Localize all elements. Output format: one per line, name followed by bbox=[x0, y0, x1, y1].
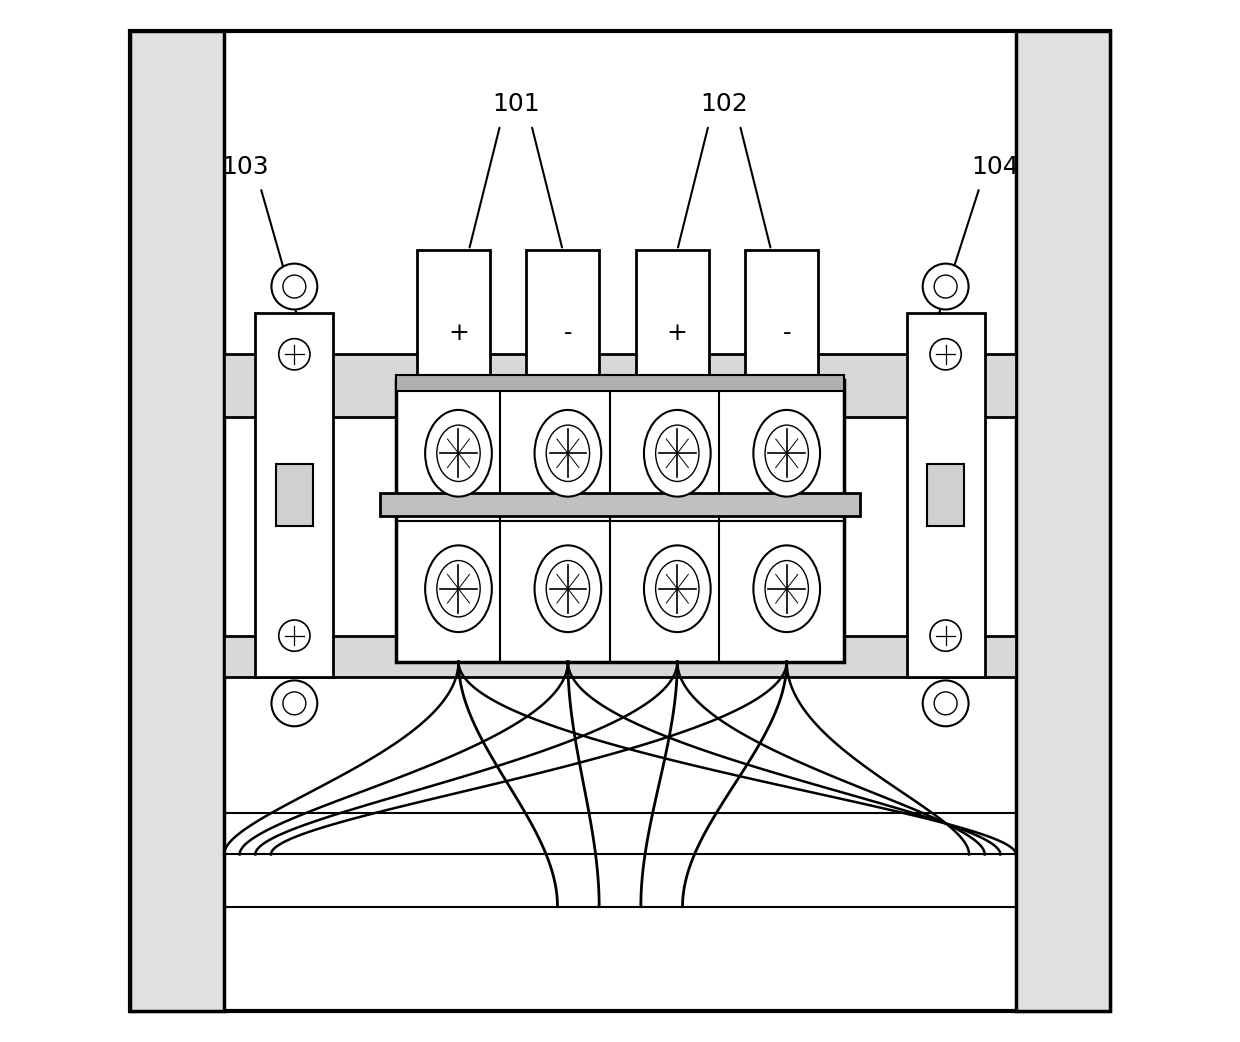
FancyBboxPatch shape bbox=[1016, 31, 1110, 1011]
Ellipse shape bbox=[765, 561, 808, 617]
Circle shape bbox=[934, 692, 957, 715]
Circle shape bbox=[272, 264, 317, 309]
Ellipse shape bbox=[436, 561, 480, 617]
FancyBboxPatch shape bbox=[381, 493, 859, 516]
Ellipse shape bbox=[930, 339, 961, 370]
Ellipse shape bbox=[765, 425, 808, 481]
FancyBboxPatch shape bbox=[636, 250, 708, 380]
FancyBboxPatch shape bbox=[745, 250, 818, 380]
Circle shape bbox=[283, 275, 306, 298]
Ellipse shape bbox=[547, 561, 589, 617]
Ellipse shape bbox=[930, 620, 961, 651]
FancyBboxPatch shape bbox=[224, 636, 1016, 677]
FancyBboxPatch shape bbox=[396, 380, 844, 662]
Text: 103: 103 bbox=[221, 154, 269, 179]
FancyBboxPatch shape bbox=[255, 313, 334, 677]
FancyBboxPatch shape bbox=[928, 464, 963, 526]
Circle shape bbox=[283, 692, 306, 715]
FancyBboxPatch shape bbox=[277, 464, 312, 526]
Circle shape bbox=[923, 264, 968, 309]
Text: -: - bbox=[782, 322, 791, 345]
Circle shape bbox=[934, 275, 957, 298]
Text: 101: 101 bbox=[492, 92, 539, 117]
Ellipse shape bbox=[436, 425, 480, 481]
Ellipse shape bbox=[644, 545, 711, 632]
FancyBboxPatch shape bbox=[526, 250, 599, 380]
FancyBboxPatch shape bbox=[130, 31, 224, 1011]
Circle shape bbox=[923, 680, 968, 726]
Ellipse shape bbox=[656, 425, 699, 481]
Ellipse shape bbox=[644, 410, 711, 497]
Circle shape bbox=[272, 680, 317, 726]
Text: +: + bbox=[667, 322, 688, 345]
Ellipse shape bbox=[754, 410, 820, 497]
Ellipse shape bbox=[547, 425, 589, 481]
Text: -: - bbox=[564, 322, 572, 345]
Text: 102: 102 bbox=[701, 92, 748, 117]
FancyBboxPatch shape bbox=[396, 375, 844, 391]
Text: 104: 104 bbox=[971, 154, 1019, 179]
Ellipse shape bbox=[534, 410, 601, 497]
FancyBboxPatch shape bbox=[130, 31, 1110, 1011]
Ellipse shape bbox=[656, 561, 699, 617]
Ellipse shape bbox=[279, 620, 310, 651]
FancyBboxPatch shape bbox=[417, 250, 490, 380]
Ellipse shape bbox=[754, 545, 820, 632]
Text: +: + bbox=[448, 322, 469, 345]
FancyBboxPatch shape bbox=[224, 354, 1016, 417]
Ellipse shape bbox=[534, 545, 601, 632]
FancyBboxPatch shape bbox=[906, 313, 985, 677]
Ellipse shape bbox=[425, 545, 492, 632]
Ellipse shape bbox=[279, 339, 310, 370]
Ellipse shape bbox=[425, 410, 492, 497]
